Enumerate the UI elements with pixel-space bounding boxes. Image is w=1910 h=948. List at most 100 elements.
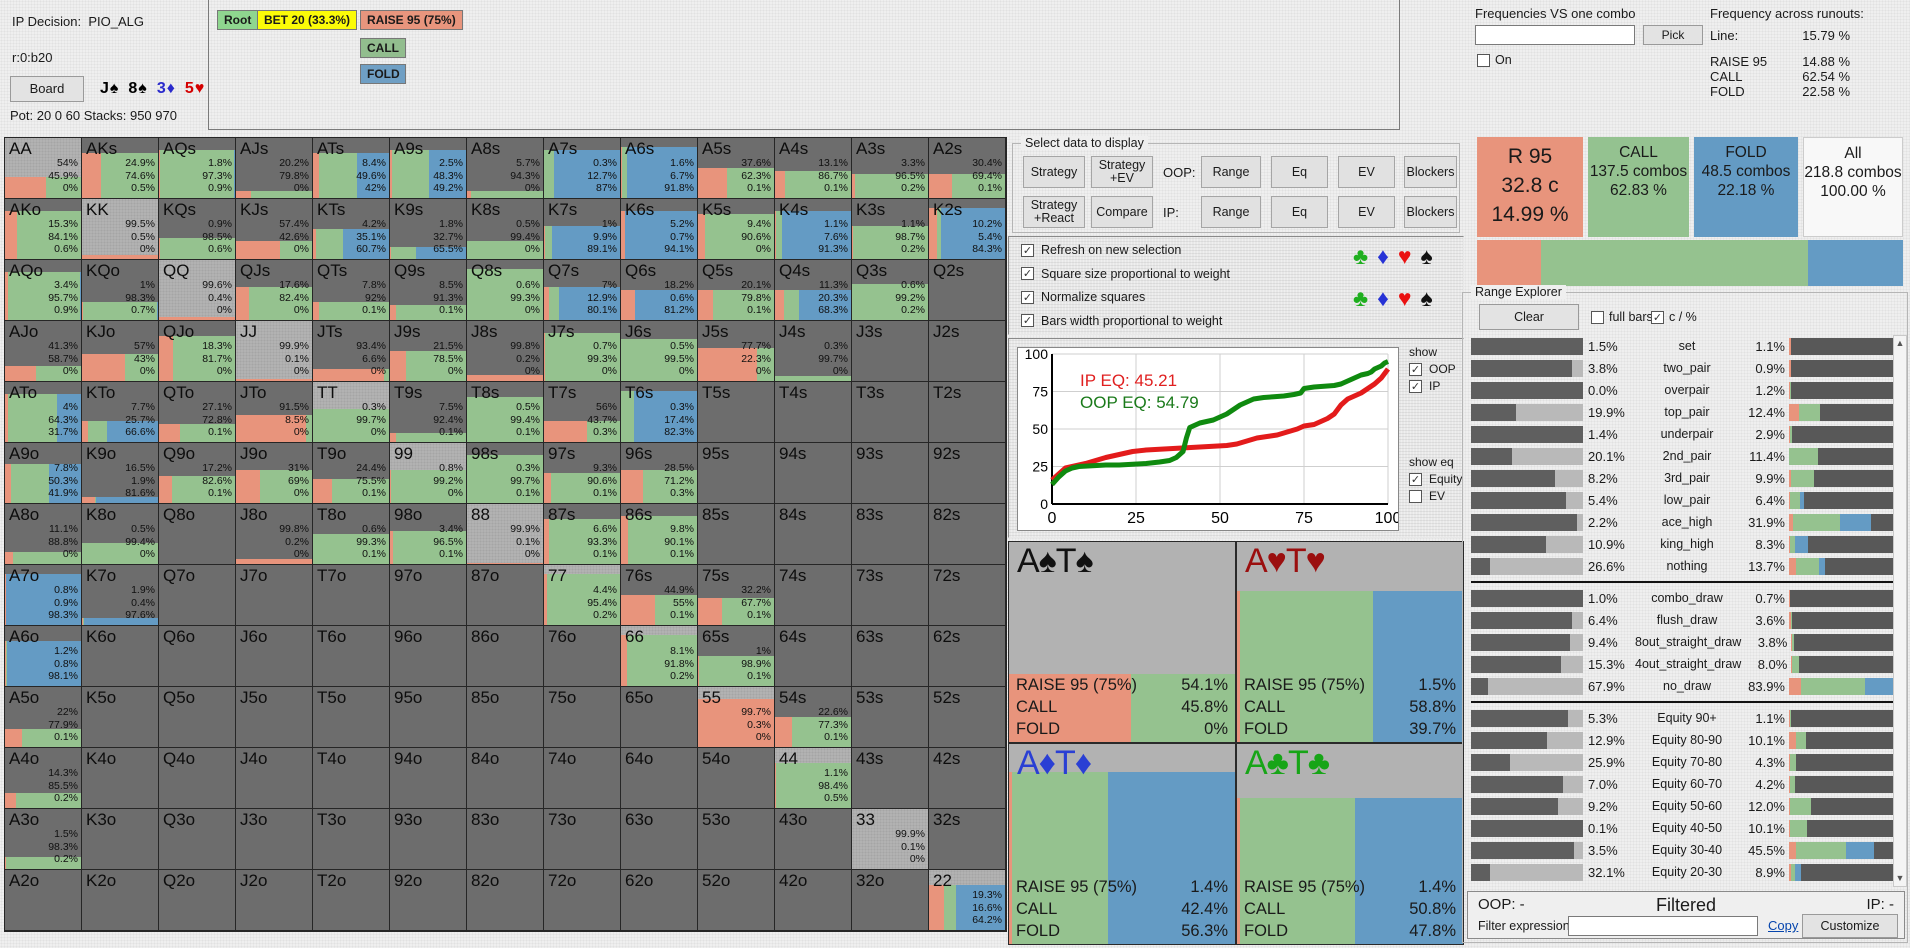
grid-cell-53s[interactable]: 53s xyxy=(852,687,929,748)
grid-cell-97o[interactable]: 97o xyxy=(390,565,467,626)
grid-cell-J8s[interactable]: J8s 99.8% 0.2% 0% xyxy=(467,321,544,382)
show-ip-checkbox[interactable]: ✓ IP xyxy=(1409,379,1463,393)
grid-cell-Q3o[interactable]: Q3o xyxy=(159,809,236,870)
grid-cell-J2s[interactable]: J2s xyxy=(929,321,1006,382)
show-ip-checkbox-box[interactable]: ✓ xyxy=(1409,379,1422,393)
grid-cell-T6s[interactable]: T6s 0.3% 17.4% 82.3% xyxy=(621,382,698,443)
grid-cell-A5o[interactable]: A5o 22% 77.9% 0.1% xyxy=(5,687,82,748)
grid-cell-AQs[interactable]: AQs 1.8% 97.3% 0.9% xyxy=(159,138,236,199)
explorer-row-Equity_70-80[interactable]: 25.9% Equity 70-80 4.3% xyxy=(1471,751,1893,773)
grid-cell-87s[interactable]: 87s 6.6% 93.3% 0.1% xyxy=(544,504,621,565)
grid-cell-A3s[interactable]: A3s 3.3% 96.5% 0.2% xyxy=(852,138,929,199)
explorer-row-combo_draw[interactable]: 1.0% combo_draw 0.7% xyxy=(1471,587,1893,609)
grid-cell-K6s[interactable]: K6s 5.2% 0.7% 94.1% xyxy=(621,199,698,260)
grid-cell-K7o[interactable]: K7o 1.9% 0.4% 97.6% xyxy=(82,565,159,626)
grid-cell-98s[interactable]: 98s 0.3% 99.7% 0.1% xyxy=(467,443,544,504)
heart-icon[interactable]: ♥ xyxy=(1397,285,1414,311)
grid-cell-65s[interactable]: 65s 1% 98.9% 0.1% xyxy=(698,626,775,687)
option-checkbox-0[interactable]: ✓ Refresh on new selection xyxy=(1021,243,1181,257)
grid-cell-AA[interactable]: AA 54% 45.9% 0% xyxy=(5,138,82,199)
clear-button[interactable]: Clear xyxy=(1479,304,1579,330)
grid-cell-JTs[interactable]: JTs 93.4% 6.6% 0% xyxy=(313,321,390,382)
grid-cell-Q8s[interactable]: Q8s 0.6% 99.3% 0% xyxy=(467,260,544,321)
grid-cell-44[interactable]: 44 1.1% 98.4% 0.5% xyxy=(775,748,852,809)
option-checkbox-0-box[interactable]: ✓ xyxy=(1021,243,1034,257)
grid-cell-63s[interactable]: 63s xyxy=(852,626,929,687)
grid-cell-K5s[interactable]: K5s 9.4% 90.6% 0% xyxy=(698,199,775,260)
grid-cell-85s[interactable]: 85s xyxy=(698,504,775,565)
grid-cell-94o[interactable]: 94o xyxy=(390,748,467,809)
grid-cell-Q8o[interactable]: Q8o xyxy=(159,504,236,565)
summary-box-CALL[interactable]: CALL 137.5 combos 62.83 % xyxy=(1588,137,1689,237)
grid-cell-83o[interactable]: 83o xyxy=(467,809,544,870)
grid-cell-Q6s[interactable]: Q6s 18.2% 0.6% 81.2% xyxy=(621,260,698,321)
scroll-down-icon[interactable]: ▼ xyxy=(1894,871,1906,886)
club-icon[interactable]: ♣ xyxy=(1353,285,1371,311)
grid-cell-QJo[interactable]: QJo 18.3% 81.7% 0% xyxy=(159,321,236,382)
grid-cell-T8o[interactable]: T8o 0.6% 99.3% 0.1% xyxy=(313,504,390,565)
grid-cell-K7s[interactable]: K7s 1% 9.9% 89.1% xyxy=(544,199,621,260)
show-eq-equity-checkbox[interactable]: ✓ Equity xyxy=(1409,472,1463,486)
grid-cell-K8o[interactable]: K8o 0.5% 99.4% 0% xyxy=(82,504,159,565)
grid-cell-54o[interactable]: 54o xyxy=(698,748,775,809)
option-checkbox-3[interactable]: ✓ Bars width proportional to weight xyxy=(1021,314,1222,328)
grid-cell-A8o[interactable]: A8o 11.1% 88.8% 0% xyxy=(5,504,82,565)
grid-cell-75o[interactable]: 75o xyxy=(544,687,621,748)
grid-cell-K2o[interactable]: K2o xyxy=(82,870,159,931)
full-bars-checkbox[interactable]: full bars xyxy=(1591,310,1653,324)
show-eq-ev-checkbox-box[interactable] xyxy=(1409,489,1422,503)
grid-cell-AJo[interactable]: AJo 41.3% 58.7% 0% xyxy=(5,321,82,382)
grid-cell-98o[interactable]: 98o 3.4% 96.5% 0.1% xyxy=(390,504,467,565)
grid-cell-82o[interactable]: 82o xyxy=(467,870,544,931)
grid-cell-73o[interactable]: 73o xyxy=(544,809,621,870)
freq-vs-combo-input[interactable] xyxy=(1475,25,1635,45)
show-eq-ev-checkbox[interactable]: EV xyxy=(1409,489,1463,503)
grid-cell-KQs[interactable]: KQs 0.9% 98.5% 0.6% xyxy=(159,199,236,260)
grid-cell-K6o[interactable]: K6o xyxy=(82,626,159,687)
explorer-row-Equity_80-90[interactable]: 12.9% Equity 80-90 10.1% xyxy=(1471,729,1893,751)
explorer-row-3rd_pair[interactable]: 8.2% 3rd_pair 9.9% xyxy=(1471,467,1893,489)
grid-cell-84o[interactable]: 84o xyxy=(467,748,544,809)
grid-cell-T9o[interactable]: T9o 24.4% 75.5% 0.1% xyxy=(313,443,390,504)
grid-cell-T4o[interactable]: T4o xyxy=(313,748,390,809)
grid-cell-K9o[interactable]: K9o 16.5% 1.9% 81.6% xyxy=(82,443,159,504)
scroll-up-icon[interactable]: ▲ xyxy=(1894,336,1906,351)
grid-cell-93s[interactable]: 93s xyxy=(852,443,929,504)
grid-cell-A6s[interactable]: A6s 1.6% 6.7% 91.8% xyxy=(621,138,698,199)
grid-cell-A8s[interactable]: A8s 5.7% 94.3% 0% xyxy=(467,138,544,199)
grid-cell-76o[interactable]: 76o xyxy=(544,626,621,687)
option-checkbox-3-box[interactable]: ✓ xyxy=(1021,314,1034,327)
grid-cell-J6o[interactable]: J6o xyxy=(236,626,313,687)
grid-cell-T5s[interactable]: T5s xyxy=(698,382,775,443)
grid-cell-T3o[interactable]: T3o xyxy=(313,809,390,870)
combo-panel-AT[interactable]: A♥T♥ RAISE 95 (75%) 1.5% CALL 58.8% FOLD 39.7% xyxy=(1237,542,1463,742)
grid-cell-J3s[interactable]: J3s xyxy=(852,321,929,382)
grid-cell-53o[interactable]: 53o xyxy=(698,809,775,870)
grid-cell-52o[interactable]: 52o xyxy=(698,870,775,931)
summary-box-All[interactable]: All 218.8 combos 100.00 % xyxy=(1803,137,1903,237)
grid-cell-JTo[interactable]: JTo 91.5% 8.5% 0% xyxy=(236,382,313,443)
diamond-icon[interactable]: ♦ xyxy=(1377,243,1391,269)
grid-cell-J7s[interactable]: J7s 0.7% 99.3% 0% xyxy=(544,321,621,382)
grid-cell-KTs[interactable]: KTs 4.2% 35.1% 60.7% xyxy=(313,199,390,260)
grid-cell-Q2s[interactable]: Q2s xyxy=(929,260,1006,321)
explorer-row-no_draw[interactable]: 67.9% no_draw 83.9% xyxy=(1471,675,1893,697)
grid-cell-95s[interactable]: 95s xyxy=(698,443,775,504)
grid-cell-99[interactable]: 99 0.8% 99.2% 0% xyxy=(390,443,467,504)
grid-cell-96o[interactable]: 96o xyxy=(390,626,467,687)
grid-cell-97s[interactable]: 97s 9.3% 90.6% 0.1% xyxy=(544,443,621,504)
grid-cell-73s[interactable]: 73s xyxy=(852,565,929,626)
grid-cell-72o[interactable]: 72o xyxy=(544,870,621,931)
grid-cell-A7s[interactable]: A7s 0.3% 12.7% 87% xyxy=(544,138,621,199)
grid-cell-T6o[interactable]: T6o xyxy=(313,626,390,687)
explorer-row-8out_straight_draw[interactable]: 9.4% 8out_straight_draw 3.8% xyxy=(1471,631,1896,653)
tree-node-bet[interactable]: BET 20 (33.3%) xyxy=(257,10,358,30)
grid-cell-K3o[interactable]: K3o xyxy=(82,809,159,870)
strategy-react-button[interactable]: Strategy +React xyxy=(1023,196,1085,228)
tree-node-call[interactable]: CALL xyxy=(360,38,406,58)
explorer-row-set[interactable]: 1.5% set 1.1% xyxy=(1471,335,1893,357)
grid-cell-72s[interactable]: 72s xyxy=(929,565,1006,626)
grid-cell-Q6o[interactable]: Q6o xyxy=(159,626,236,687)
grid-cell-95o[interactable]: 95o xyxy=(390,687,467,748)
grid-cell-J6s[interactable]: J6s 0.5% 99.5% 0% xyxy=(621,321,698,382)
